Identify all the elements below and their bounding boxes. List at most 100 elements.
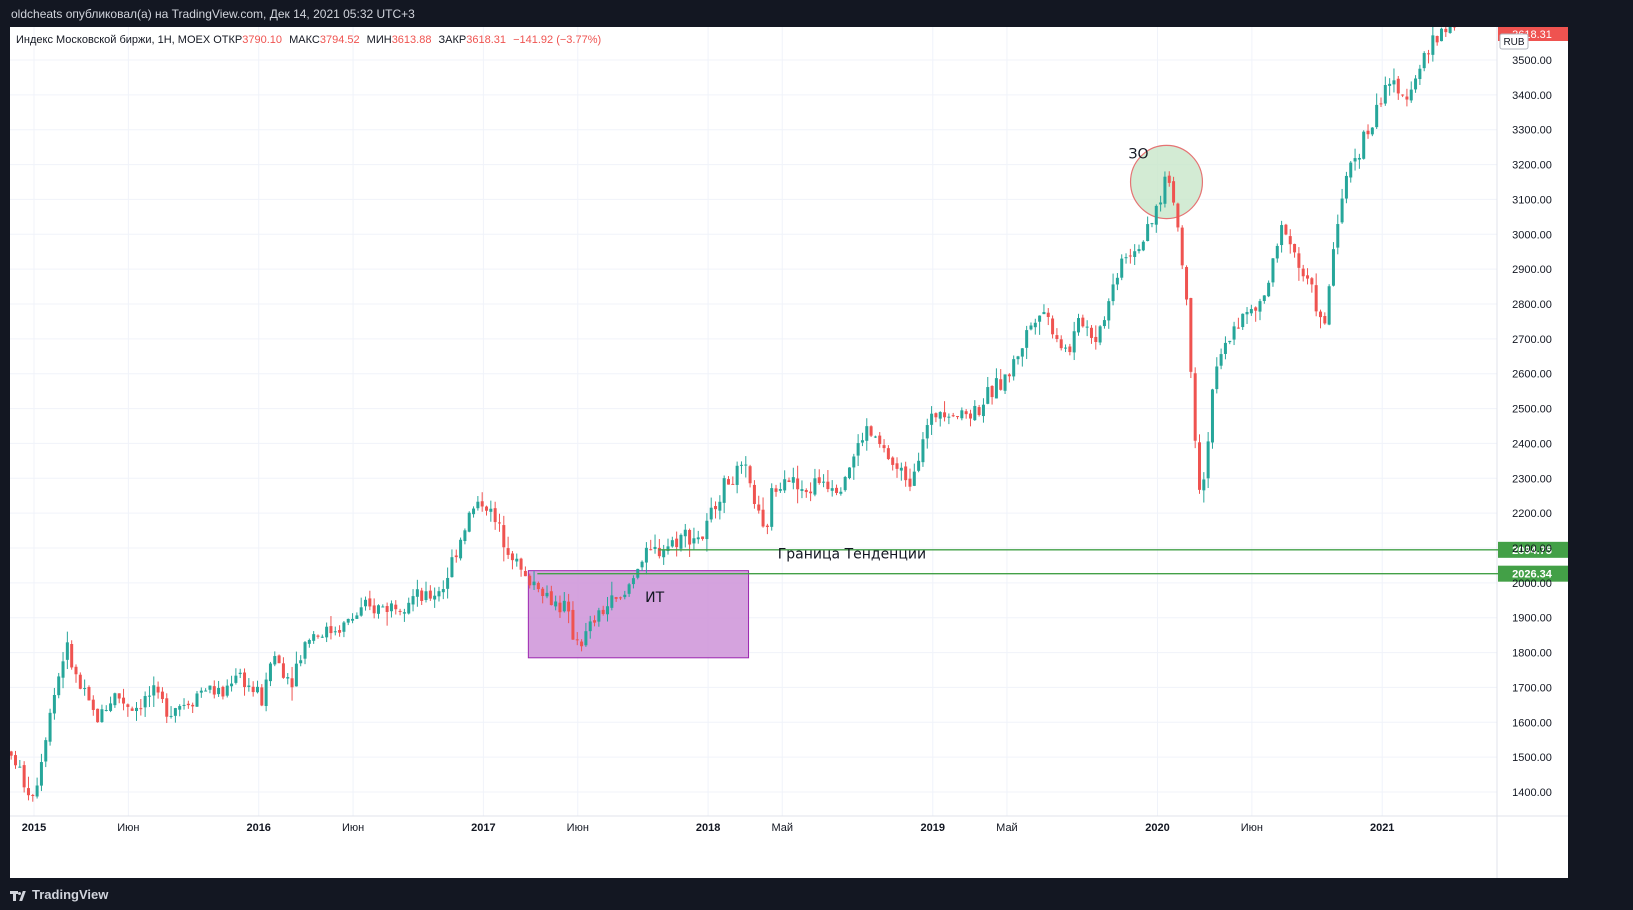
- candle-body: [679, 534, 683, 549]
- candle-body: [835, 487, 839, 494]
- candle-body: [18, 766, 22, 768]
- candle-body: [1422, 53, 1426, 69]
- price-chart[interactable]: 2094.75 2026.34 Граница Тенденции ЗО ИТ 1400.…: [10, 27, 1568, 878]
- candle-body: [1258, 301, 1262, 312]
- candle-body: [472, 508, 476, 515]
- candle-body: [165, 698, 169, 717]
- candle-body: [999, 379, 1003, 390]
- candle-body: [1353, 158, 1357, 162]
- candle-body: [134, 707, 138, 712]
- time-tick-label: 2018: [696, 822, 720, 834]
- low-value: 3613.88: [391, 34, 432, 46]
- candle-body: [1046, 312, 1050, 317]
- candle-body: [1007, 374, 1011, 377]
- candle-body: [614, 597, 618, 599]
- candle-body: [338, 629, 342, 633]
- candle-body: [562, 600, 566, 612]
- candle-body: [31, 795, 35, 797]
- candle-body: [847, 467, 851, 479]
- candle-body: [221, 686, 225, 697]
- time-tick-label: 2017: [471, 822, 495, 834]
- candle-body: [238, 672, 242, 675]
- candle-body: [454, 555, 458, 558]
- candle-body: [143, 696, 147, 708]
- candle-body: [333, 631, 337, 633]
- tradingview-icon: [10, 890, 28, 901]
- candle-body: [130, 708, 134, 711]
- price-tick-label: 2800.00: [1512, 299, 1552, 311]
- candle-body: [1249, 309, 1253, 314]
- annotation-text[interactable]: Граница Тенденции: [778, 546, 926, 562]
- candle-body: [290, 678, 294, 688]
- candle-body: [692, 538, 696, 544]
- candle-body: [653, 546, 657, 549]
- candle-body: [744, 464, 748, 466]
- price-tick-label: 2400.00: [1512, 438, 1552, 450]
- candle-body: [869, 426, 873, 436]
- candle-body: [104, 709, 108, 711]
- candle-body: [623, 594, 627, 598]
- candle-body: [1293, 243, 1297, 253]
- candle-body: [247, 685, 251, 687]
- chart-area[interactable]: 2094.75 2026.34 Граница Тенденции ЗО ИТ 1400.…: [10, 27, 1568, 878]
- tradingview-logo[interactable]: TradingView: [10, 887, 108, 902]
- price-tick-label: 1900.00: [1512, 613, 1552, 625]
- price-tick-label: 2200.00: [1512, 508, 1552, 520]
- candle-body: [147, 695, 151, 697]
- candle-body: [1340, 198, 1344, 223]
- candle-body: [1185, 267, 1189, 300]
- candle-body: [1418, 68, 1422, 80]
- candle-body: [1439, 28, 1443, 42]
- candle-body: [649, 549, 653, 551]
- right-strip: [1568, 27, 1633, 878]
- accumulation-box[interactable]: [527, 570, 750, 659]
- candle-body: [731, 483, 735, 485]
- peak-ellipse[interactable]: [1129, 144, 1204, 220]
- candle-body: [1172, 181, 1176, 203]
- candle-body: [627, 584, 631, 594]
- time-tick-label: Июн: [342, 822, 364, 834]
- time-tick-label: 2015: [22, 822, 46, 834]
- candle-body: [39, 762, 43, 786]
- candle-body: [1254, 307, 1258, 311]
- price-tick-label: 3400.00: [1512, 90, 1552, 102]
- candle-body: [251, 686, 255, 693]
- candle-body: [1133, 251, 1137, 257]
- annotation-text[interactable]: ЗО: [1129, 146, 1149, 162]
- candle-body: [437, 591, 441, 597]
- annotation-text[interactable]: ИТ: [645, 590, 664, 606]
- candle-body: [126, 704, 130, 707]
- candle-body: [688, 529, 692, 545]
- candle-body: [714, 506, 718, 510]
- candle-body: [908, 478, 912, 487]
- candle-body: [1098, 326, 1102, 343]
- price-tick-label: 3300.00: [1512, 125, 1552, 137]
- candle-body: [541, 588, 545, 596]
- publisher-bar: oldcheats опубликовал(а) на TradingView.…: [0, 0, 1633, 27]
- candle-body: [424, 591, 428, 601]
- time-tick-label: 2021: [1370, 822, 1394, 834]
- candle-body: [726, 479, 730, 485]
- candle-body: [169, 715, 173, 717]
- candle-body: [1223, 342, 1227, 354]
- candle-body: [1414, 78, 1418, 90]
- candle-body: [320, 636, 324, 638]
- symbol-name: Индекс Московской биржи, 1Н, MOEX: [16, 34, 211, 46]
- candle-body: [78, 674, 82, 689]
- price-tick-label: 3000.00: [1512, 229, 1552, 241]
- candle-body: [1331, 249, 1335, 286]
- candle-body: [1388, 83, 1392, 86]
- candle-body: [1288, 236, 1292, 245]
- candle-body: [701, 536, 705, 539]
- candle-body: [752, 484, 756, 505]
- currency-badge: [1499, 33, 1529, 50]
- candle-body: [1362, 131, 1366, 159]
- time-tick-label: 2020: [1145, 822, 1169, 834]
- candle-body: [787, 480, 791, 482]
- candle-body: [1072, 331, 1076, 353]
- candle-body: [1107, 301, 1111, 321]
- candle-body: [528, 575, 532, 586]
- candle-body: [385, 606, 389, 612]
- candle-body: [1448, 27, 1452, 33]
- candle-body: [904, 466, 908, 481]
